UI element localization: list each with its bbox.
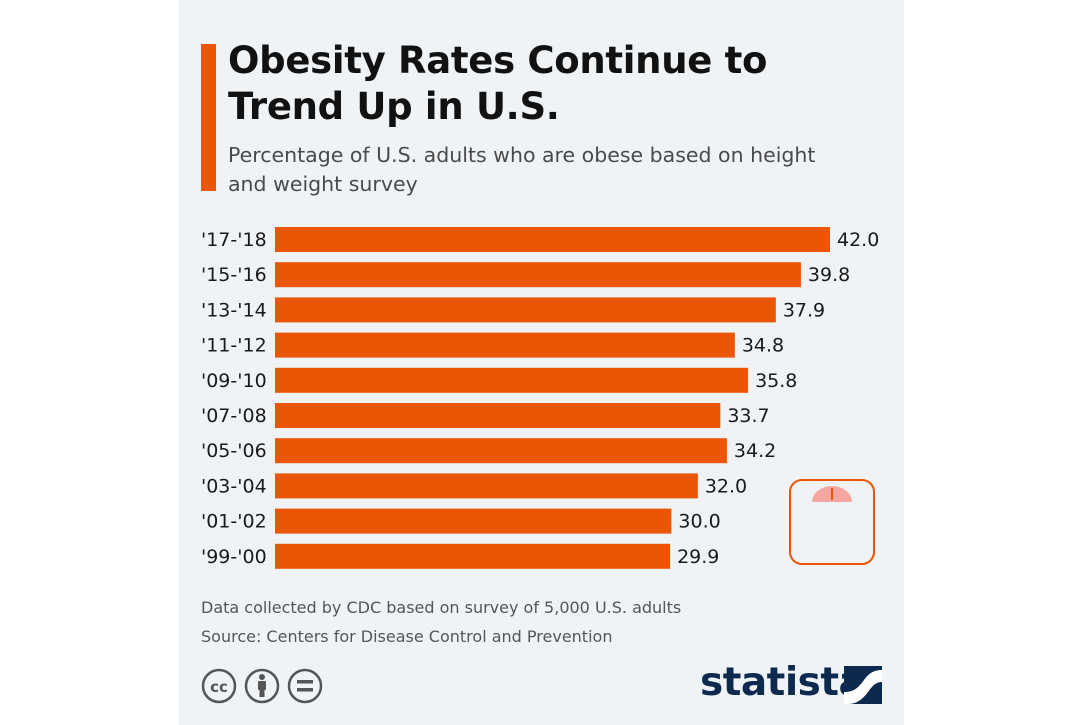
attribution-icon[interactable] (244, 668, 280, 704)
category-label: '15-'16 (201, 264, 267, 286)
statista-logo-text[interactable]: statista (700, 660, 865, 705)
value-label: 34.2 (734, 440, 776, 462)
bar-3 (275, 332, 735, 358)
category-label: '07-'08 (201, 405, 267, 427)
category-label: '01-'02 (201, 511, 267, 533)
infographic-card (179, 0, 904, 725)
chart-subtitle: Percentage of U.S. adults who are obese … (228, 143, 816, 196)
bar-9 (275, 543, 671, 569)
bar-chart: '17-'18 42.0 '15-'16 39.8 '13-'14 37.9 '11-'12… (201, 227, 879, 569)
value-label: 37.9 (783, 299, 825, 321)
bathroom-scale-icon (789, 479, 875, 565)
category-label: '11-'12 (201, 335, 267, 357)
cc-icon[interactable]: cc (201, 668, 237, 704)
bar-6 (275, 438, 727, 464)
value-label: 32.0 (705, 475, 747, 497)
bar-1 (275, 262, 801, 288)
chart-title: Obesity Rates Continue to Trend Up in U.… (228, 39, 768, 128)
bar-4 (275, 367, 749, 393)
bar-0 (275, 227, 830, 252)
license-icons: cc (201, 668, 323, 704)
statista-logo-icon (844, 666, 882, 704)
value-label: 34.8 (742, 335, 784, 357)
value-label: 39.8 (808, 264, 850, 286)
category-label: '05-'06 (201, 440, 267, 462)
category-label: '99-'00 (201, 546, 267, 568)
svg-text:cc: cc (210, 678, 228, 696)
value-label: 33.7 (727, 405, 769, 427)
value-label: 30.0 (678, 511, 720, 533)
bar-2 (275, 297, 776, 323)
value-label: 29.9 (677, 546, 719, 568)
bar-8 (275, 508, 672, 534)
category-label: '09-'10 (201, 370, 267, 392)
value-label: 35.8 (755, 370, 797, 392)
category-label: '13-'14 (201, 299, 267, 321)
category-label: '17-'18 (201, 229, 267, 251)
no-derivatives-icon[interactable] (287, 668, 323, 704)
source-note: Source: Centers for Disease Control and … (201, 627, 613, 646)
category-label: '03-'04 (201, 475, 267, 497)
bar-5 (275, 403, 721, 428)
bar-7 (275, 473, 698, 499)
title-accent-bar (201, 44, 216, 191)
footnote: Data collected by CDC based on survey of… (201, 598, 682, 617)
value-label: 42.0 (837, 229, 879, 251)
